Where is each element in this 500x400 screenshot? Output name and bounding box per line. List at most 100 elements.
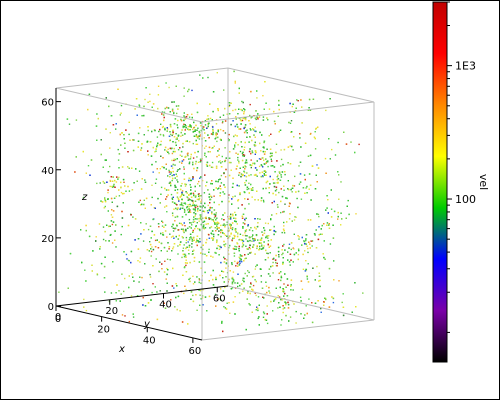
data-point (172, 235, 174, 237)
data-point (204, 154, 206, 156)
data-point (239, 233, 242, 235)
data-point (203, 228, 205, 230)
data-point (207, 204, 209, 207)
data-point (304, 243, 306, 245)
data-point (132, 276, 134, 278)
data-point (234, 195, 236, 197)
data-point (272, 261, 274, 264)
data-point (333, 260, 335, 262)
data-point (213, 222, 216, 224)
data-point (210, 196, 213, 198)
data-point (203, 147, 206, 149)
data-point (311, 321, 314, 324)
data-point (328, 138, 330, 140)
data-point (137, 132, 140, 135)
data-point (171, 285, 174, 287)
data-point (142, 240, 145, 242)
data-point (275, 188, 278, 191)
data-point (127, 185, 129, 188)
data-point (171, 110, 174, 112)
data-point (137, 146, 139, 148)
data-point (251, 151, 254, 154)
data-point (283, 230, 285, 232)
data-point (178, 222, 181, 224)
data-point (134, 108, 136, 110)
data-point (212, 256, 214, 258)
data-point (212, 269, 214, 272)
data-point (183, 119, 185, 122)
data-point (250, 166, 252, 169)
data-point (328, 224, 330, 226)
data-point (192, 131, 194, 133)
data-point (238, 128, 240, 130)
data-point (237, 265, 239, 267)
data-point (325, 172, 327, 174)
data-point (208, 234, 210, 236)
data-point (188, 129, 190, 131)
data-point (119, 300, 121, 302)
data-point (266, 322, 269, 325)
data-point (193, 135, 196, 137)
data-point (298, 238, 300, 240)
data-point (167, 269, 169, 271)
data-point (229, 151, 231, 153)
data-point (197, 135, 199, 138)
data-point (174, 158, 177, 161)
data-point (265, 102, 267, 104)
data-point (131, 273, 133, 275)
data-point (132, 313, 134, 315)
data-point (272, 165, 274, 167)
data-point (273, 185, 276, 188)
data-point (157, 142, 159, 144)
data-point (115, 181, 118, 183)
data-point (212, 110, 214, 113)
data-point (245, 229, 248, 231)
data-point (255, 294, 257, 297)
data-point (198, 289, 200, 291)
data-point (214, 227, 216, 229)
data-point (210, 182, 212, 185)
data-point (216, 225, 218, 227)
data-point (284, 171, 286, 173)
data-point (150, 250, 153, 253)
data-point (213, 217, 216, 219)
data-point (119, 133, 121, 136)
data-point (278, 272, 280, 275)
data-point (207, 189, 209, 191)
data-point (117, 159, 120, 161)
data-point (273, 233, 275, 236)
data-point (238, 87, 240, 90)
data-point (181, 216, 184, 218)
data-point (257, 118, 259, 120)
data-point (200, 218, 202, 221)
data-point (125, 129, 127, 131)
data-point (234, 220, 236, 222)
data-point (252, 275, 255, 278)
data-point (138, 281, 140, 283)
data-point (208, 218, 210, 220)
data-point (175, 207, 177, 210)
data-point (191, 246, 193, 248)
data-point (150, 155, 153, 157)
data-point (189, 184, 191, 186)
data-point (200, 160, 202, 162)
data-point (244, 124, 247, 126)
data-point (243, 112, 245, 115)
data-point (234, 108, 237, 111)
data-point (273, 166, 276, 168)
data-point (237, 159, 239, 161)
data-point (187, 154, 189, 157)
data-point (194, 185, 196, 188)
data-point (215, 187, 217, 189)
data-point (175, 186, 177, 188)
data-point (293, 303, 295, 305)
data-point (252, 284, 255, 287)
data-point (255, 309, 257, 311)
data-point (318, 234, 320, 236)
data-point (192, 237, 195, 239)
data-point (166, 236, 168, 238)
data-point (207, 118, 210, 120)
data-point (257, 218, 259, 220)
data-point (306, 185, 308, 188)
data-point (267, 165, 269, 168)
